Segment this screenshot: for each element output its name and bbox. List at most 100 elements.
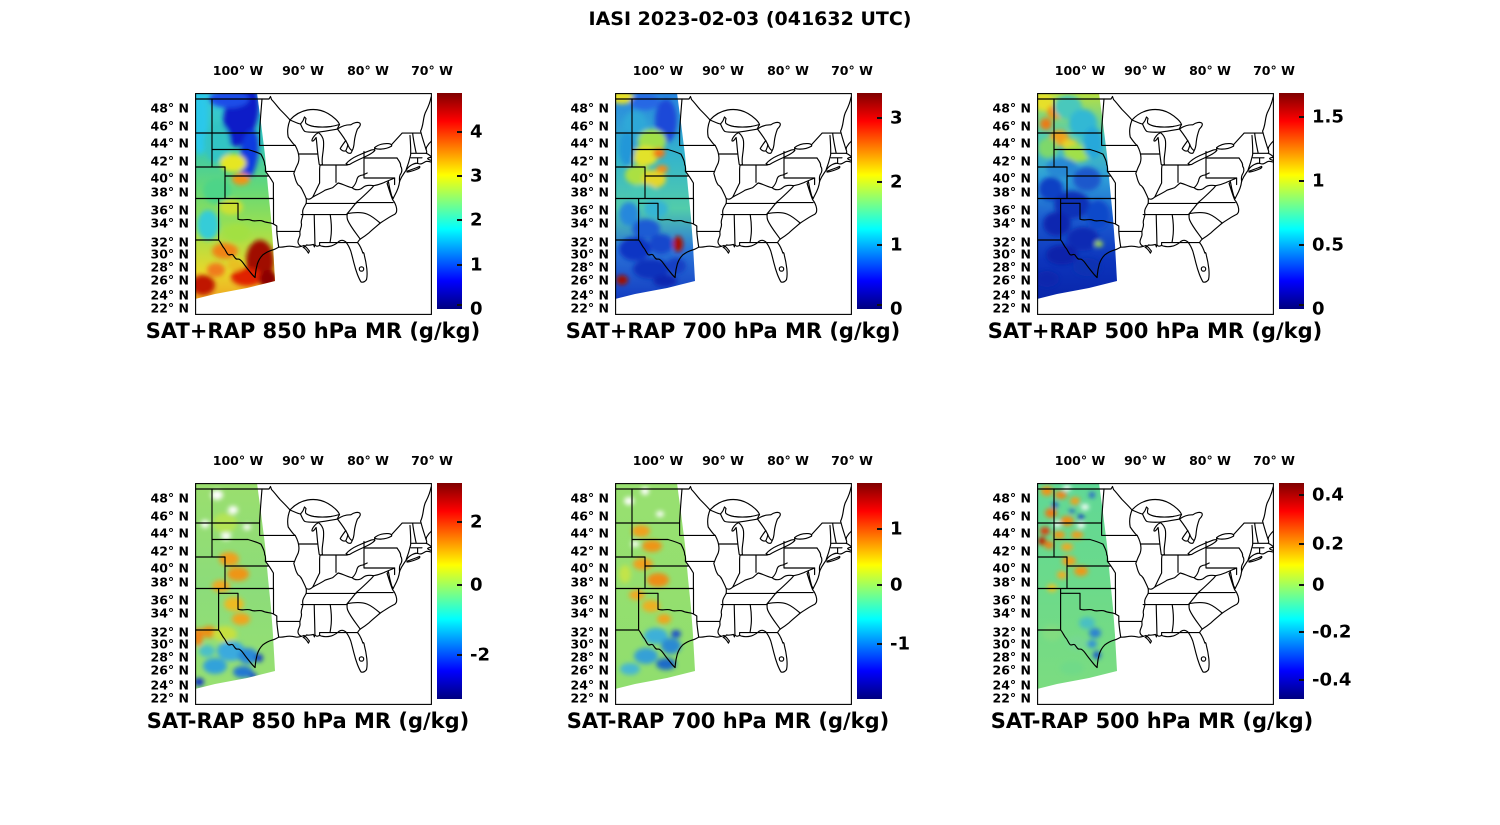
colorbar-tick-mark — [457, 263, 462, 266]
lat-tick-label: 44° N — [570, 525, 609, 541]
colorbar-tick-mark — [457, 653, 462, 656]
lat-tick-label: 44° N — [992, 135, 1031, 151]
colorbar — [437, 93, 462, 309]
cbar-tick-label: 0 — [470, 298, 483, 320]
lat-tick-label: 46° N — [570, 508, 609, 524]
lat-tick-label: 32° N — [570, 624, 609, 640]
lat-tick-label: 26° N — [150, 662, 189, 678]
colorbar-tick-mark — [1299, 303, 1304, 306]
map-sat-minus-rap-700 — [615, 483, 852, 705]
latitude-axis: 48° N 46° N 44° N 42° N 40° N 38° N 36° N 34° N… — [570, 93, 609, 316]
cbar-tick-label: -0.2 — [1312, 621, 1352, 643]
lat-tick-label: 36° N — [992, 202, 1031, 218]
lat-tick-label: 26° N — [570, 272, 609, 288]
colorbar-tick-mark — [457, 303, 462, 306]
lat-tick-label: 42° N — [150, 543, 189, 559]
colorbar-tick-mark — [1299, 631, 1304, 634]
panel-title-sat-plus-rap-500: SAT+RAP 500 hPa MR (g/kg) — [987, 319, 1323, 343]
lat-tick-label: 40° N — [150, 170, 189, 186]
lat-tick-label: 38° N — [992, 184, 1031, 200]
map-frame — [195, 93, 432, 315]
lat-tick-label: 28° N — [150, 649, 189, 665]
lat-tick-label: 40° N — [150, 560, 189, 576]
lat-tick-label: 48° N — [150, 100, 189, 116]
lon-tick-label: 70° W — [1253, 453, 1295, 468]
colorbar-labels: 4 3 2 1 0 — [470, 93, 516, 319]
lon-tick-label: 80° W — [347, 453, 389, 468]
lat-tick-label: 32° N — [992, 624, 1031, 640]
colorbar-tick-mark — [457, 584, 462, 587]
colorbar-tick-mark — [877, 303, 882, 306]
colorbar-tick-mark — [1299, 542, 1304, 545]
lat-tick-label: 44° N — [992, 525, 1031, 541]
colorbar-tick-mark — [877, 180, 882, 183]
cbar-tick-label: 2 — [470, 511, 483, 533]
lat-tick-label: 34° N — [150, 215, 189, 231]
cbar-tick-label: 0 — [1312, 298, 1325, 320]
lat-tick-label: 24° N — [992, 287, 1031, 303]
lat-tick-label: 30° N — [570, 636, 609, 652]
colorbar-tick-mark — [457, 520, 462, 523]
lon-tick-label: 100° W — [212, 453, 264, 468]
cbar-tick-label: 0.2 — [1312, 533, 1344, 555]
map-sat-minus-rap-850 — [195, 483, 432, 705]
cbar-tick-label: 1 — [1312, 170, 1325, 192]
lon-tick-label: 100° W — [1054, 63, 1106, 78]
longitude-axis: 100° W 90° W 80° W 70° W — [195, 63, 453, 81]
lat-tick-label: 44° N — [570, 135, 609, 151]
satellite-swath — [1037, 93, 1117, 299]
lon-tick-label: 100° W — [1054, 453, 1106, 468]
lat-tick-label: 46° N — [570, 118, 609, 134]
cbar-tick-label: 0 — [890, 298, 903, 320]
lat-tick-label: 44° N — [150, 525, 189, 541]
lat-tick-label: 40° N — [992, 560, 1031, 576]
lon-tick-label: 90° W — [1124, 453, 1166, 468]
lat-tick-label: 46° N — [150, 508, 189, 524]
colorbar-tick-mark — [1299, 493, 1304, 496]
lat-tick-label: 42° N — [992, 153, 1031, 169]
lat-tick-label: 42° N — [150, 153, 189, 169]
lat-tick-label: 28° N — [570, 259, 609, 275]
colorbar-tick-mark — [877, 244, 882, 247]
colorbar — [1279, 93, 1304, 309]
lat-tick-label: 30° N — [570, 246, 609, 262]
lat-tick-label: 36° N — [992, 592, 1031, 608]
lon-tick-label: 90° W — [702, 453, 744, 468]
lon-tick-label: 70° W — [831, 63, 873, 78]
satellite-swath — [195, 93, 275, 299]
colorbar-labels: 3 2 1 0 — [890, 93, 936, 320]
lat-tick-label: 26° N — [992, 662, 1031, 678]
lon-tick-label: 80° W — [347, 63, 389, 78]
lat-tick-label: 30° N — [992, 246, 1031, 262]
lat-tick-label: 22° N — [570, 300, 609, 316]
map-sat-plus-rap-500 — [1037, 93, 1274, 315]
map-frame — [1037, 93, 1274, 315]
lon-tick-label: 80° W — [1189, 63, 1231, 78]
cbar-tick-label: 3 — [470, 165, 483, 187]
cbar-tick-label: 2 — [890, 171, 903, 193]
lat-tick-label: 38° N — [570, 184, 609, 200]
panel-title-sat-plus-rap-700: SAT+RAP 700 hPa MR (g/kg) — [565, 319, 901, 343]
lat-tick-label: 34° N — [992, 605, 1031, 621]
lat-tick-label: 22° N — [992, 690, 1031, 706]
map-frame — [615, 483, 852, 705]
colorbar-labels: 1.5 1 0.5 0 — [1312, 93, 1358, 320]
cbar-tick-label: 0 — [470, 574, 483, 596]
cbar-tick-label: 1.5 — [1312, 106, 1344, 128]
colorbar-tick-mark — [457, 219, 462, 222]
satellite-swath — [615, 93, 695, 299]
cbar-tick-label: 0.4 — [1312, 484, 1344, 506]
map-sat-plus-rap-850 — [195, 93, 432, 315]
map-frame — [1037, 483, 1274, 705]
colorbar-tick-mark — [877, 528, 882, 531]
lat-tick-label: 26° N — [992, 272, 1031, 288]
lat-tick-label: 22° N — [992, 300, 1031, 316]
lat-tick-label: 36° N — [150, 592, 189, 608]
lat-tick-label: 22° N — [150, 690, 189, 706]
lat-tick-label: 38° N — [992, 574, 1031, 590]
lat-tick-label: 24° N — [570, 287, 609, 303]
lat-tick-label: 42° N — [570, 153, 609, 169]
cbar-tick-label: 1 — [890, 234, 903, 256]
lat-tick-label: 40° N — [570, 170, 609, 186]
